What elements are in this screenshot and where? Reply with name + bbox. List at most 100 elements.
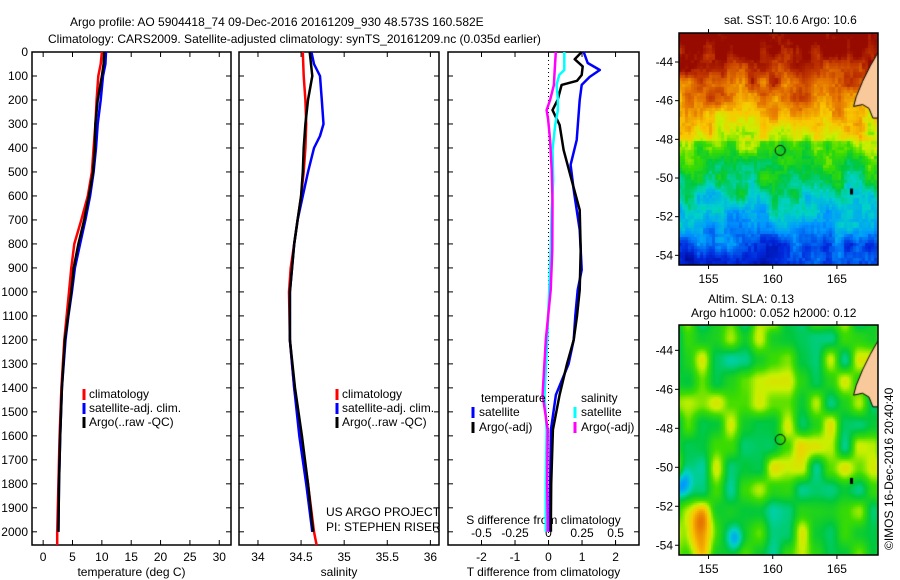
x-tick-label: 2 [612,550,619,564]
series-line-argo-raw-qc- [288,51,315,532]
sla-map-axes: 155 160 165 -44 -46 -48 -50 -52 -54 [656,321,879,576]
x-tick-label: -1 [510,550,521,564]
depth-tick-label: 100 [8,69,28,83]
legend-label: satellite [581,405,622,419]
lat-tick-label: -46 [656,382,674,396]
x-axis-label: salinity [321,565,358,579]
depth-tick-label: 1200 [1,333,28,347]
legend-label: Argo(-adj) [479,420,532,434]
lat-tick-label: -44 [656,55,674,69]
sst-map-image [679,33,878,265]
figure-title-line2: Climatology: CARS2009. Satellite-adjuste… [48,32,541,46]
x-axis-label: temperature (deg C) [77,565,185,579]
sla-map-image [679,325,878,555]
panel-difference: -2 -1 0 1 2T difference from climatology -0.5… [447,51,640,579]
depth-tick-label: 200 [8,93,28,107]
s-tick-label: -0.5 [471,526,492,540]
s-tick-label: 0 [545,526,552,540]
legend-label: climatology [89,387,149,401]
depth-tick-label: 900 [8,261,28,275]
panel-temperature: 0100200300400500600700800900100011001200… [1,45,232,579]
panel-salinity: 34 34.5 35 35.5 36 salinity climatologysatelli… [238,51,440,579]
salinity-frame [238,51,440,546]
s-tick-label: 0.25 [570,526,594,540]
series-line-satellite-adj-clim- [288,51,325,532]
sla-map-title: Altim. SLA: 0.13 [708,292,794,306]
depth-tick-label: 1500 [1,405,28,419]
depth-tick-label: 1700 [1,453,28,467]
sla-map-frame [678,324,879,556]
imos-timestamp: ©IMOS 16-Dec-2016 20:40:40 [882,387,896,550]
depth-tick-label: 500 [8,165,28,179]
x-tick-label: 0 [40,550,47,564]
x-tick-label: 1 [579,550,586,564]
x-tick-label: 25 [183,550,197,564]
legend-label: Argo(..raw -QC) [342,415,427,429]
lon-tick-label: 160 [763,562,783,576]
s-axis-label: S difference from climatology [466,513,621,527]
x-axis-label: T difference from climatology [467,565,621,579]
lat-tick-label: -50 [656,171,674,185]
x-tick-label: 10 [95,550,109,564]
sla-map-subtitle: Argo h1000: 0.052 h2000: 0.12 [691,306,857,320]
legend-label: Argo(-adj) [581,420,634,434]
depth-tick-label: 1600 [1,429,28,443]
lat-tick-label: -48 [656,421,674,435]
s-tick-label: 0.5 [607,526,624,540]
depth-tick-label: 1900 [1,501,28,515]
legend-title-salinity: salinity [581,391,618,405]
lat-tick-label: -54 [656,538,674,552]
x-tick-label: 34.5 [289,550,313,564]
sst-map-title: sat. SST: 10.6 Argo: 10.6 [724,13,857,27]
depth-tick-label: 2000 [1,525,28,539]
depth-tick-label: 1000 [1,285,28,299]
legend-label: climatology [342,387,402,401]
x-tick-label: 20 [154,550,168,564]
depth-tick-label: 0 [21,45,28,59]
legend-label: satellite-adj. clim. [342,401,434,415]
figure-title-line1: Argo profile: AO 5904418_74 09-Dec-2016 … [70,15,484,29]
legend-title-temperature: temperature [481,391,546,405]
lat-tick-label: -50 [656,460,674,474]
difference-frame [447,51,640,546]
x-tick-label: 5 [69,550,76,564]
legend-label: satellite-adj. clim. [89,401,181,415]
series-line-s-argo-adj- [541,51,558,532]
pi-credit: PI: STEPHEN RISER [326,520,441,534]
x-tick-label: 36 [424,550,438,564]
sst-map-axes: 155 160 165 -44 -46 -48 -50 -52 -54 [656,29,879,286]
project-credit: US ARGO PROJECT [326,505,441,519]
lon-tick-label: 165 [827,562,847,576]
lat-tick-label: -54 [656,248,674,262]
depth-tick-label: 1300 [1,357,28,371]
series-line-t-argo-adj- [549,51,584,532]
lon-tick-label: 155 [699,562,719,576]
lon-tick-label: 165 [827,272,847,286]
series-line-argo-raw-qc- [57,51,106,532]
depth-tick-label: 1800 [1,477,28,491]
x-tick-label: 30 [213,550,227,564]
s-tick-label: -0.25 [501,526,529,540]
lon-tick-label: 160 [763,272,783,286]
legend-label: Argo(..raw -QC) [89,415,174,429]
lat-tick-label: -52 [656,210,674,224]
x-tick-label: -2 [476,550,487,564]
depth-tick-label: 800 [8,237,28,251]
x-tick-label: 0 [545,550,552,564]
legend-label: satellite [479,405,520,419]
x-tick-label: 34 [251,550,265,564]
depth-tick-label: 1400 [1,381,28,395]
lat-tick-label: -52 [656,499,674,513]
lon-tick-label: 155 [699,272,719,286]
depth-tick-label: 300 [8,117,28,131]
sst-map-frame [678,32,879,266]
lat-tick-label: -48 [656,132,674,146]
lat-tick-label: -46 [656,94,674,108]
x-tick-label: 35 [337,550,351,564]
depth-tick-label: 400 [8,141,28,155]
depth-tick-label: 700 [8,213,28,227]
x-tick-label: 15 [125,550,139,564]
depth-tick-label: 1100 [2,309,28,323]
